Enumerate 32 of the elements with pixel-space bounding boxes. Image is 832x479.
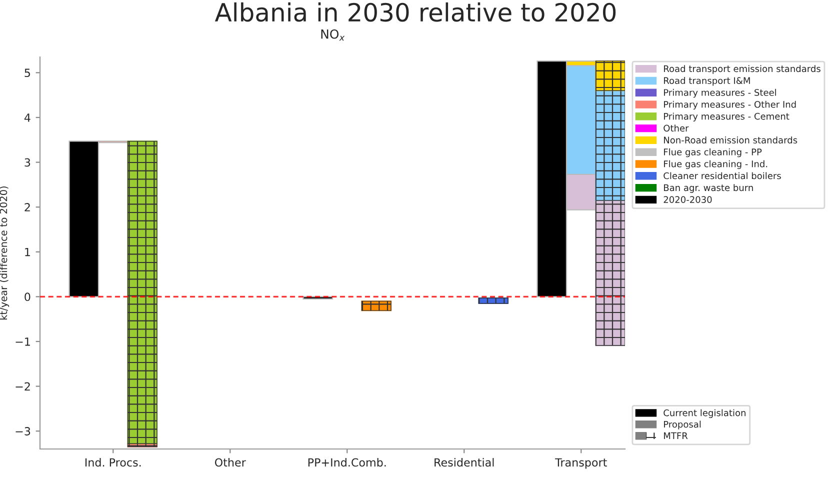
legend-label: Proposal xyxy=(664,420,701,430)
legend-label: Primary measures - Cement xyxy=(664,112,790,122)
legend-label: Non-Road emission standards xyxy=(664,136,798,144)
legend-label: Flue gas cleaning - PP xyxy=(664,148,762,158)
legend-label: 2020-2030 xyxy=(664,196,712,203)
legend-label: Primary measures - Steel xyxy=(664,88,776,98)
y-tick-label: 3 xyxy=(24,158,30,167)
chart-subtitle: NO$_{x}$ xyxy=(321,29,345,41)
y-tick-label: −3 xyxy=(16,427,30,436)
legend-label: Cleaner residential boilers xyxy=(664,172,781,180)
y-tick-label: 2 xyxy=(24,203,30,212)
y-tick-label: 0 xyxy=(24,292,30,302)
legend-label: Flue gas cleaning - Ind. xyxy=(664,160,768,170)
legend-label: MTFR xyxy=(664,432,688,439)
legend-label: Primary measures - Other Ind xyxy=(664,100,796,110)
y-tick-label: −2 xyxy=(16,382,30,390)
x-tick-label: Residential xyxy=(434,458,494,467)
legend-label: Current legislation xyxy=(664,409,746,418)
y-tick-label: 5 xyxy=(24,68,30,78)
y-tick-label: 4 xyxy=(24,114,30,122)
y-axis-title: kt/year (difference to 2020) xyxy=(0,186,10,320)
x-tick-label: Transport xyxy=(555,458,607,469)
y-tick-label: 1 xyxy=(25,248,30,256)
chart-title: Albania in 2030 relative to 2020 xyxy=(214,2,616,22)
legend-label: Other xyxy=(664,124,689,132)
legend-label: Road transport emission standards xyxy=(664,65,820,74)
y-tick-label: −1 xyxy=(16,338,30,346)
x-tick-label: Other xyxy=(214,458,246,467)
x-tick-label: PP+Ind.Comb. xyxy=(308,458,386,467)
legend-label: Ban agr. waste burn xyxy=(664,184,753,193)
x-tick-label: Ind. Procs. xyxy=(85,458,141,467)
legend-label: Road transport I&M xyxy=(664,77,750,86)
